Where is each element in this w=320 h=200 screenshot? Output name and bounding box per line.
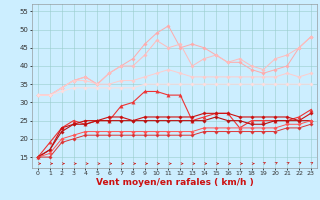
X-axis label: Vent moyen/en rafales ( km/h ): Vent moyen/en rafales ( km/h ) [96,178,253,187]
